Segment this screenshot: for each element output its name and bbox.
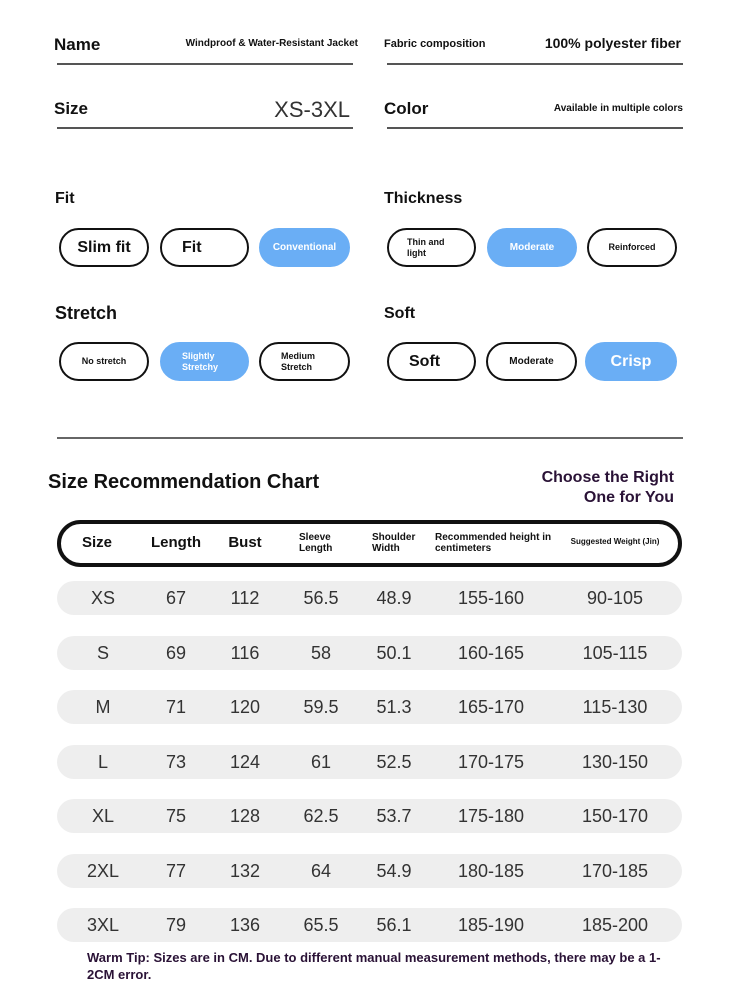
cell-size: M (95, 697, 111, 717)
cell-weight: 185-200 (581, 915, 649, 935)
soft-label: Soft (384, 305, 416, 322)
thickness-option-reinforced: Reinforced (587, 228, 677, 267)
divider (387, 63, 683, 65)
divider (57, 127, 353, 129)
cell-size: XS (90, 588, 116, 608)
cell-bust: 124 (229, 751, 261, 772)
col-sleeve-length: Sleeve Length (299, 532, 333, 554)
cell-sleeve: 65.5 (303, 915, 339, 935)
thickness-option-thin: Thin and light (387, 228, 476, 267)
cell-size: XL (91, 806, 115, 826)
name-label: Name (54, 35, 101, 54)
cell-weight: 150-170 (581, 806, 649, 826)
table-row: XL 75 128 62.5 53.7 175-180 150-170 (57, 799, 682, 833)
table-row: S 69 116 58 50.1 160-165 105-115 (57, 635, 682, 670)
col-weight: Suggested Weight (Jin) (570, 537, 660, 546)
cell-size: 3XL (86, 915, 120, 935)
fit-option-slim: Slim fit (59, 228, 149, 267)
cell-height: 175-180 (457, 806, 525, 826)
cell-length: 67 (165, 588, 187, 608)
cell-length: 71 (165, 697, 187, 717)
cell-shoulder: 50.1 (376, 642, 412, 663)
cell-height: 185-190 (457, 915, 525, 935)
col-bust: Bust (228, 534, 262, 551)
stretch-option-medium: Medium Stretch (259, 342, 350, 381)
cell-height: 165-170 (457, 697, 525, 717)
cell-sleeve: 64 (310, 860, 332, 881)
cell-weight: 105-115 (582, 642, 648, 663)
stretch-option-none: No stretch (59, 342, 149, 381)
thickness-option-moderate: Moderate (487, 228, 577, 267)
fabric-label: Fabric composition (384, 38, 486, 50)
tagline-line-2: One for You (583, 489, 674, 506)
col-height: Recommended height in centimeters (435, 532, 552, 554)
cell-size: L (97, 751, 109, 772)
name-value: Windproof & Water-Resistant Jacket (185, 38, 358, 49)
section-divider (57, 437, 683, 439)
table-row: XS 67 112 56.5 48.9 155-160 90-105 (57, 581, 682, 615)
cell-bust: 132 (229, 860, 261, 881)
cell-sleeve: 58 (310, 642, 332, 663)
stretch-option-slightly: Slightly Stretchy (160, 342, 249, 381)
size-value: XS-3XL (274, 97, 350, 122)
tagline-line-1: Choose the Right (541, 469, 674, 486)
fabric-value: 100% polyester fiber (544, 35, 681, 51)
cell-height: 160-165 (457, 642, 525, 663)
cell-height: 155-160 (457, 588, 525, 608)
cell-length: 75 (165, 806, 187, 826)
cell-bust: 136 (229, 915, 261, 935)
cell-shoulder: 56.1 (376, 915, 412, 935)
warm-tip: Warm Tip: Sizes are in CM. Due to differ… (87, 950, 661, 982)
cell-shoulder: 52.5 (376, 751, 412, 772)
thickness-label: Thickness (384, 190, 463, 207)
fit-option-fit: Fit (160, 228, 249, 267)
col-size: Size (81, 534, 113, 551)
soft-option-crisp: Crisp (585, 342, 677, 381)
divider (57, 63, 353, 65)
color-value: Available in multiple colors (553, 103, 683, 114)
cell-shoulder: 51.3 (376, 697, 412, 717)
cell-length: 69 (165, 642, 187, 663)
fit-option-conventional: Conventional (259, 228, 350, 267)
cell-sleeve: 59.5 (303, 697, 339, 717)
cell-height: 170-175 (457, 751, 525, 772)
fit-label: Fit (55, 190, 75, 207)
cell-sleeve: 56.5 (303, 588, 339, 608)
cell-weight: 115-130 (582, 697, 648, 717)
cell-weight: 90-105 (586, 588, 644, 608)
col-length: Length (151, 534, 201, 551)
cell-shoulder: 48.9 (376, 588, 412, 608)
cell-sleeve: 61 (310, 751, 332, 772)
col-shoulder-width: Shoulder Width (372, 532, 416, 554)
chart-title: Size Recommendation Chart (48, 471, 320, 493)
cell-bust: 120 (229, 697, 261, 717)
cell-size: 2XL (86, 860, 120, 881)
color-label: Color (384, 99, 429, 118)
table-row: L 73 124 61 52.5 170-175 130-150 (57, 744, 682, 779)
cell-weight: 170-185 (581, 860, 649, 881)
chart-tagline: Choose the Right One for You (542, 468, 674, 508)
table-row: M 71 120 59.5 51.3 165-170 115-130 (57, 690, 682, 724)
cell-length: 79 (165, 915, 187, 935)
cell-bust: 116 (230, 642, 260, 663)
table-header (57, 520, 682, 567)
soft-option-moderate: Moderate (486, 342, 577, 381)
stretch-label: Stretch (55, 303, 118, 323)
cell-weight: 130-150 (581, 751, 649, 772)
soft-option-soft: Soft (387, 342, 476, 381)
cell-bust: 128 (229, 806, 261, 826)
cell-length: 77 (165, 860, 187, 881)
cell-length: 73 (165, 751, 187, 772)
table-row: 3XL 79 136 65.5 56.1 185-190 185-200 (57, 908, 682, 942)
size-label: Size (54, 99, 89, 118)
cell-bust: 112 (230, 588, 260, 608)
cell-shoulder: 54.9 (376, 860, 412, 881)
cell-height: 180-185 (457, 860, 525, 881)
cell-size: S (96, 642, 110, 663)
cell-shoulder: 53.7 (376, 806, 412, 826)
cell-sleeve: 62.5 (303, 806, 339, 826)
divider (387, 127, 683, 129)
table-row: 2XL 77 132 64 54.9 180-185 170-185 (57, 853, 682, 888)
